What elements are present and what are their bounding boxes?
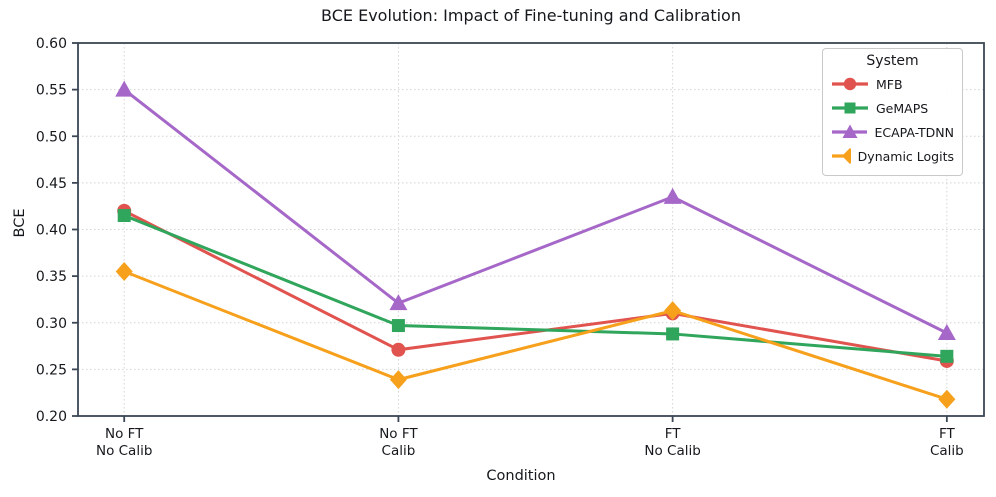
diamond-legend-icon xyxy=(832,148,851,164)
marker-square-gemaps xyxy=(391,319,405,333)
y-tick-label: 0.50 xyxy=(36,129,67,145)
x-axis-label: Condition xyxy=(486,468,556,484)
legend-entry-dynamic-logits: Dynamic Logits xyxy=(831,144,954,168)
marker-diamond-dynamic-logits xyxy=(115,261,133,281)
circle-legend-icon xyxy=(832,77,868,91)
y-tick-label: 0.45 xyxy=(36,176,67,192)
marker-triangle-ecapa-tdnn xyxy=(115,80,134,97)
y-tick-label: 0.60 xyxy=(36,36,67,52)
y-tick-label: 0.20 xyxy=(36,409,67,425)
series-line-ecapa-tdnn xyxy=(122,88,949,335)
y-tick-label: 0.55 xyxy=(36,83,67,99)
y-axis-label: BCE xyxy=(12,208,28,238)
marker-triangle-ecapa-tdnn xyxy=(389,294,408,311)
x-tick-label: FT No Calib xyxy=(644,426,700,459)
marker-square-gemaps xyxy=(940,349,954,363)
triangle-legend-icon xyxy=(832,124,868,138)
marker-square-gemaps xyxy=(666,327,680,341)
x-tick-label: No FT No Calib xyxy=(96,426,152,459)
legend: System MFB GeMAPS ECAPA-TDNN Dynamic Logits xyxy=(822,48,963,176)
y-tick-label: 0.25 xyxy=(36,362,67,378)
marker-square-gemaps xyxy=(117,209,131,223)
legend-title: System xyxy=(866,53,919,69)
marker-circle-mfb xyxy=(391,342,406,357)
legend-entries: MFB GeMAPS ECAPA-TDNN Dynamic Logits xyxy=(831,72,954,168)
legend-label: Dynamic Logits xyxy=(857,148,954,164)
marker-diamond-dynamic-logits xyxy=(938,389,956,409)
square-legend-icon xyxy=(832,102,868,114)
y-tick-label: 0.35 xyxy=(36,269,67,285)
legend-entry-mfb: MFB xyxy=(831,72,954,96)
marker-diamond-dynamic-logits xyxy=(664,301,682,321)
x-tick-label: No FT Calib xyxy=(379,426,418,459)
marker-triangle-ecapa-tdnn xyxy=(663,187,682,204)
series-line-dynamic-logits xyxy=(122,269,949,401)
y-tick-label: 0.30 xyxy=(36,316,67,332)
legend-label: ECAPA-TDNN xyxy=(874,124,954,140)
legend-label: MFB xyxy=(876,76,903,92)
legend-entry-ecapa-tdnn: ECAPA-TDNN xyxy=(831,120,954,144)
marker-diamond-dynamic-logits xyxy=(389,370,407,390)
marker-triangle-ecapa-tdnn xyxy=(937,324,956,341)
y-tick-label: 0.40 xyxy=(36,223,67,239)
legend-entry-gemaps: GeMAPS xyxy=(831,96,954,120)
series-line-gemaps xyxy=(122,214,949,358)
series-line-mfb xyxy=(122,209,949,363)
x-tick-label: FT Calib xyxy=(930,426,964,459)
legend-label: GeMAPS xyxy=(876,100,929,116)
chart-title: BCE Evolution: Impact of Fine-tuning and… xyxy=(321,6,741,25)
